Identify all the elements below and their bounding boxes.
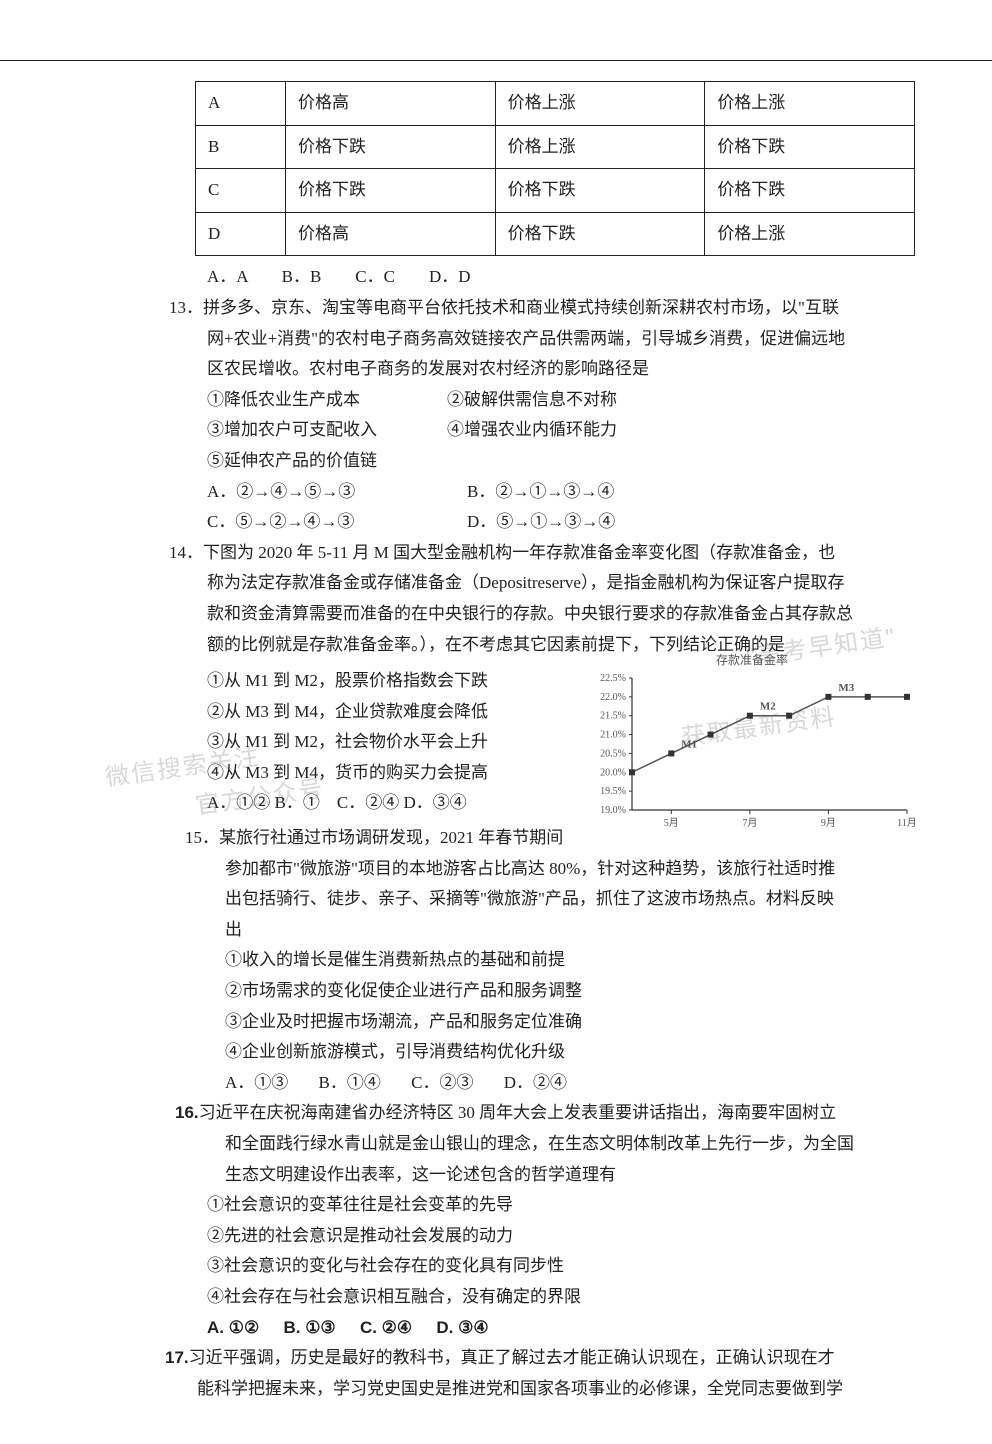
cell: 价格高 <box>286 212 496 256</box>
option-d: D．②④ <box>504 1073 567 1092</box>
stem: 称为法定存款准备金或存储准备金（Depositreserve），是指金融机构为保… <box>135 568 877 599</box>
table-row: C 价格下跌 价格下跌 价格下跌 <box>196 169 915 213</box>
statement: ②市场需求的变化促使企业进行产品和服务调整 <box>135 976 877 1007</box>
svg-text:21.5%: 21.5% <box>600 710 626 721</box>
statement: ①收入的增长是催生消费新热点的基础和前提 <box>135 945 877 976</box>
cell: 价格下跌 <box>705 169 915 213</box>
stem: 能科学把握未来，学习党史国史是推进党和国家各项事业的必修课，全党同志要做到学 <box>135 1374 877 1405</box>
statement: ③社会意识的变化与社会存在的变化具有同步性 <box>135 1251 877 1282</box>
statement: ④社会存在与社会意识相互融合，没有确定的界限 <box>135 1282 877 1313</box>
cell: A <box>196 82 286 126</box>
svg-text:20.5%: 20.5% <box>600 748 626 759</box>
qnum: 13． <box>169 293 203 324</box>
stem: 区农民增收。农村电子商务的发展对农村经济的影响路径是 <box>135 354 877 385</box>
qnum: 14． <box>169 538 203 569</box>
stem: 款和资金清算需要而准备的在中央银行的存款。中央银行要求的存款准备金占其存款总 <box>135 599 877 630</box>
svg-text:19.0%: 19.0% <box>600 805 626 816</box>
option-c: C．⑤→②→④→③ <box>207 507 467 538</box>
svg-text:11月: 11月 <box>897 817 917 829</box>
stem: 出 <box>135 915 877 946</box>
qnum: 16. <box>175 1098 199 1129</box>
cell: 价格高 <box>286 82 496 126</box>
option-b: B．①④ <box>319 1073 381 1092</box>
stem: 网+农业+消费"的农村电子商务高效链接农产品供需两端，引导城乡消费，促进偏远地 <box>135 324 877 355</box>
question-14: 14．下图为 2020 年 5-11 月 M 国大型金融机构一年存款准备金率变化… <box>135 538 877 819</box>
chart-title: 存款准备金率 <box>587 650 917 672</box>
statement: ①降低农业生产成本 <box>207 385 447 416</box>
stem: 和全面践行绿水青山就是金山银山的理念，在生态文明体制改革上先行一步，为全国 <box>135 1129 877 1160</box>
statement: ②破解供需信息不对称 <box>447 385 617 416</box>
svg-text:22.5%: 22.5% <box>600 673 626 684</box>
cell: 价格下跌 <box>495 212 705 256</box>
cell: 价格上涨 <box>495 82 705 126</box>
qnum: 17. <box>165 1348 189 1367</box>
option-d: D. ③④ <box>436 1318 488 1337</box>
statement: ②先进的社会意识是推动社会发展的动力 <box>135 1221 877 1252</box>
cell: B <box>196 125 286 169</box>
svg-text:7月: 7月 <box>742 817 757 829</box>
statement: ③从 M1 到 M2，社会物价水平会上升 <box>207 727 627 758</box>
question-17: 17.习近平强调，历史是最好的教科书，真正了解过去才能正确认识现在，正确认识现在… <box>135 1343 877 1404</box>
statement: ③企业及时把握市场潮流，产品和服务定位准确 <box>135 1007 877 1038</box>
question-16: 16.习近平在庆祝海南建省办经济特区 30 周年大会上发表重要讲话指出，海南要牢… <box>135 1098 877 1343</box>
table-options: A．A B．B C．C D．D <box>135 262 877 293</box>
option-d: D．⑤→①→③→④ <box>467 507 615 538</box>
price-table: A 价格高 价格上涨 价格上涨 B 价格下跌 价格上涨 价格下跌 C 价格下跌 … <box>195 81 915 256</box>
statement: ④企业创新旅游模式，引导消费结构优化升级 <box>135 1037 877 1068</box>
svg-text:21.0%: 21.0% <box>600 729 626 740</box>
option-b: B. ①③ <box>283 1318 335 1337</box>
stem: 拼多多、京东、淘宝等电商平台依托技术和商业模式持续创新深耕农村市场，以"互联 <box>203 298 839 317</box>
cell: 价格下跌 <box>705 125 915 169</box>
stem: 习近平强调，历史是最好的教科书，真正了解过去才能正确认识现在，正确认识现在才 <box>189 1348 835 1367</box>
statement: ①社会意识的变革往往是社会变革的先导 <box>135 1190 877 1221</box>
stem: 下图为 2020 年 5-11 月 M 国大型金融机构一年存款准备金率变化图（存… <box>203 543 835 562</box>
table-row: A 价格高 价格上涨 价格上涨 <box>196 82 915 126</box>
stem: 参加都市"微旅游"项目的本地游客占比高达 80%，针对这种趋势，该旅行社适时推 <box>135 854 877 885</box>
svg-text:M1: M1 <box>681 738 697 750</box>
cell: 价格上涨 <box>705 212 915 256</box>
deposit-reserve-chart: 存款准备金率 22.5% 22.0% 21.5% 21.0% 20.5% 20.0% 19.… <box>587 650 917 835</box>
option-a: A．①③ <box>225 1073 288 1092</box>
stem: 生态文明建设作出表率，这一论述包含的哲学道理有 <box>135 1160 877 1191</box>
svg-text:9月: 9月 <box>821 817 836 829</box>
table-row: D 价格高 价格下跌 价格上涨 <box>196 212 915 256</box>
statement: ⑤延伸农产品的价值链 <box>207 446 447 477</box>
option-c: C．②③ <box>411 1073 473 1092</box>
cell: D <box>196 212 286 256</box>
cell: 价格上涨 <box>495 125 705 169</box>
svg-text:19.5%: 19.5% <box>600 786 626 797</box>
cell: 价格下跌 <box>286 169 496 213</box>
option-b: B．②→①→③→④ <box>467 477 614 508</box>
line-chart-svg: 22.5% 22.0% 21.5% 21.0% 20.5% 20.0% 19.5% 19.0%… <box>587 672 917 832</box>
option-c: C. ②④ <box>360 1318 412 1337</box>
question-15: 15．某旅行社通过市场调研发现，2021 年春节期间 参加都市"微旅游"项目的本… <box>135 823 877 1098</box>
qnum: 15． <box>185 823 219 854</box>
statement: ④增强农业内循环能力 <box>447 415 617 446</box>
options: A．①② B．① C．②④ D．③④ <box>207 788 627 819</box>
stem: 出包括骑行、徒步、亲子、采摘等"微旅游"产品，抓住了这波市场热点。材料反映 <box>135 884 877 915</box>
statement: ②从 M3 到 M4，企业贷款难度会降低 <box>207 697 627 728</box>
cell: 价格上涨 <box>705 82 915 126</box>
svg-text:M2: M2 <box>760 700 776 712</box>
svg-text:M3: M3 <box>838 682 854 694</box>
question-13: 13．拼多多、京东、淘宝等电商平台依托技术和商业模式持续创新深耕农村市场，以"互… <box>135 293 877 538</box>
statement: ③增加农户可支配收入 <box>207 415 447 446</box>
statement: ④从 M3 到 M4，货币的购买力会提高 <box>207 758 627 789</box>
cell: 价格下跌 <box>286 125 496 169</box>
option-a: A. ①② <box>207 1318 259 1337</box>
svg-text:5月: 5月 <box>664 817 679 829</box>
cell: C <box>196 169 286 213</box>
svg-text:20.0%: 20.0% <box>600 767 626 778</box>
stem: 习近平在庆祝海南建省办经济特区 30 周年大会上发表重要讲话指出，海南要牢固树立 <box>199 1103 837 1122</box>
cell: 价格下跌 <box>495 169 705 213</box>
option-a: A．②→④→⑤→③ <box>207 477 467 508</box>
svg-text:22.0%: 22.0% <box>600 692 626 703</box>
table-row: B 价格下跌 价格上涨 价格下跌 <box>196 125 915 169</box>
statement: ①从 M1 到 M2，股票价格指数会下跌 <box>207 666 627 697</box>
stem: 某旅行社通过市场调研发现，2021 年春节期间 <box>219 828 563 847</box>
